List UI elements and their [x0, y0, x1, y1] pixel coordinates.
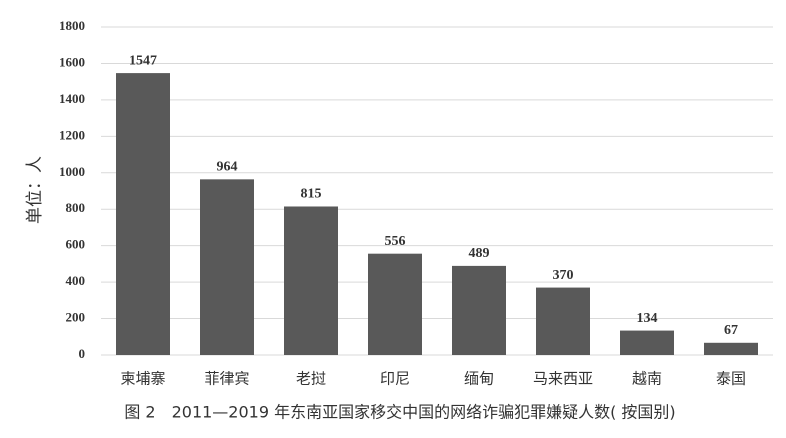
y-tick-label: 1600 — [59, 54, 85, 69]
bar — [536, 287, 590, 355]
x-tick-label: 缅甸 — [464, 370, 494, 388]
bar — [368, 253, 422, 355]
bar — [620, 330, 674, 355]
value-label: 134 — [637, 311, 658, 326]
y-tick-label: 600 — [66, 237, 86, 252]
value-label: 1547 — [129, 53, 157, 68]
y-tick-label: 800 — [66, 200, 86, 215]
value-label: 489 — [469, 246, 490, 261]
y-tick-label: 1000 — [59, 164, 85, 179]
chart-title: 图 2 2011—2019 年东南亚国家移交中国的网络诈骗犯罪嫌疑人数( 按国别… — [124, 403, 675, 422]
value-label: 67 — [724, 323, 738, 338]
value-label: 964 — [217, 160, 238, 175]
bar — [116, 73, 170, 355]
y-tick-label: 400 — [66, 273, 86, 288]
bar — [452, 265, 506, 355]
bar — [200, 179, 254, 355]
y-tick-label: 0 — [79, 346, 86, 361]
x-tick-label: 越南 — [632, 370, 662, 388]
y-tick-label: 200 — [66, 310, 86, 325]
y-tick-label: 1400 — [59, 91, 85, 106]
y-axis-label: 单位：人 — [25, 156, 45, 224]
value-label: 815 — [301, 187, 322, 202]
x-tick-label: 泰国 — [716, 370, 746, 388]
bar — [284, 206, 338, 355]
y-tick-label: 1200 — [59, 127, 85, 142]
x-tick-label: 马来西亚 — [533, 370, 593, 388]
bar — [704, 342, 758, 355]
x-tick-label: 菲律宾 — [204, 370, 249, 388]
x-tick-label: 印尼 — [380, 370, 410, 388]
y-tick-label: 1800 — [59, 18, 85, 33]
value-label: 556 — [385, 234, 406, 249]
value-label: 370 — [553, 268, 574, 283]
x-tick-label: 老挝 — [296, 370, 326, 388]
x-tick-label: 柬埔寨 — [120, 370, 165, 388]
